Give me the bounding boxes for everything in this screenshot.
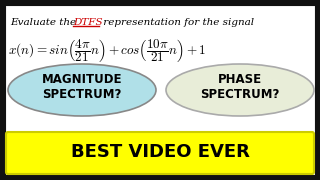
Ellipse shape — [166, 64, 314, 116]
Text: $x(n) = sin\left(\dfrac{4\pi}{21}n\right) + cos\left(\dfrac{10\pi}{21}n\right) +: $x(n) = sin\left(\dfrac{4\pi}{21}n\right… — [8, 37, 206, 64]
Text: MAGNITUDE
SPECTRUM?: MAGNITUDE SPECTRUM? — [42, 73, 122, 101]
FancyBboxPatch shape — [6, 132, 314, 174]
Text: DTFS: DTFS — [73, 18, 103, 27]
Text: BEST VIDEO EVER: BEST VIDEO EVER — [71, 143, 249, 161]
Text: Evaluate the: Evaluate the — [10, 18, 79, 27]
Ellipse shape — [8, 64, 156, 116]
Text: PHASE
SPECTRUM?: PHASE SPECTRUM? — [200, 73, 280, 101]
Text: representation for the signal: representation for the signal — [100, 18, 254, 27]
